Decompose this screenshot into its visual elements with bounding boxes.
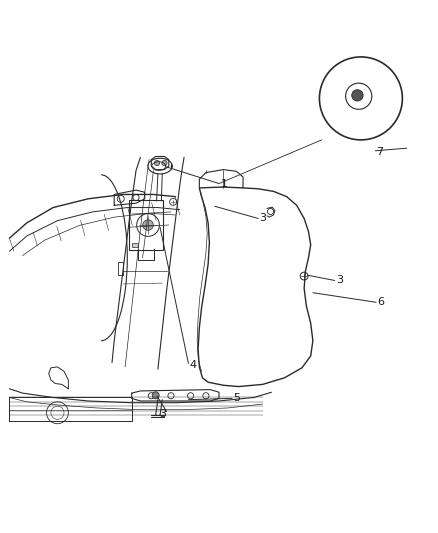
Text: 7: 7 [376,147,383,157]
Text: 6: 6 [378,297,385,308]
Text: 5: 5 [233,393,240,403]
Bar [132,244,138,247]
Text: 3: 3 [260,214,267,223]
Circle shape [154,160,159,166]
Text: 1: 1 [221,179,228,189]
Text: 3: 3 [336,276,343,286]
Circle shape [152,392,159,399]
Text: 4: 4 [190,360,197,370]
Circle shape [162,160,167,166]
Circle shape [143,220,153,230]
Circle shape [352,90,363,101]
Text: 3: 3 [159,409,166,418]
Circle shape [319,57,403,140]
